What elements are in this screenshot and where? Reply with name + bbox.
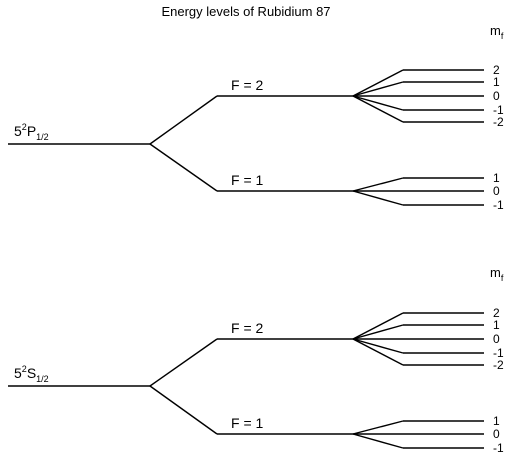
- mf-column-header: mf: [490, 23, 504, 41]
- mf-header-subscript: f: [501, 31, 504, 41]
- mf-value-label: -1: [493, 198, 504, 212]
- zeeman-sublevel: -1: [352, 433, 504, 455]
- zeeman-connector: [352, 433, 404, 449]
- zeeman-connector: [352, 312, 404, 340]
- mf-value-label: 1: [493, 75, 500, 89]
- mf-value-label: -1: [493, 103, 504, 117]
- hyperfine-level: F = 2 210-1-2: [149, 306, 504, 387]
- zeeman-sublevel: 0: [353, 184, 500, 198]
- mf-value-label: -1: [493, 441, 504, 455]
- mf-value-label: -2: [493, 358, 504, 372]
- zeeman-connector: [352, 190, 404, 206]
- mf-value-label: -2: [493, 115, 504, 129]
- zeeman-connector: [352, 420, 404, 435]
- mf-value-label: 1: [493, 414, 500, 428]
- zeeman-sublevel: 0: [353, 427, 500, 441]
- hyperfine-label: F = 1: [231, 172, 264, 188]
- zeeman-sublevel: -2: [352, 338, 504, 372]
- mf-value-label: 2: [493, 306, 500, 320]
- mf-value-label: 2: [493, 63, 500, 77]
- mf-value-label: 0: [493, 89, 500, 103]
- zeeman-sublevel: -1: [352, 190, 504, 212]
- term-multiplicity: 2: [22, 122, 27, 132]
- hyperfine-level: F = 1 10-1: [149, 143, 504, 212]
- zeeman-sublevel: -2: [352, 95, 504, 129]
- mf-column-header: mf: [490, 265, 504, 283]
- zeeman-sublevel: -1: [352, 338, 504, 360]
- zeeman-sublevel: 0: [353, 332, 500, 346]
- zeeman-sublevel: 1: [352, 171, 500, 192]
- term-letter: S: [27, 365, 36, 381]
- hyperfine-connector: [149, 95, 218, 145]
- mf-header-symbol: m: [490, 265, 501, 280]
- term-j-subscript: 1/2: [36, 374, 49, 384]
- diagram-title: Energy levels of Rubidium 87: [161, 4, 330, 19]
- mf-value-label: 0: [493, 184, 500, 198]
- hyperfine-level: F = 1 10-1: [149, 385, 504, 455]
- mf-header-subscript: f: [501, 273, 504, 283]
- zeeman-connector: [352, 69, 404, 97]
- zeeman-connector: [352, 95, 404, 123]
- mf-value-label: 0: [493, 427, 500, 441]
- mf-header-symbol: m: [490, 23, 501, 38]
- zeeman-connector: [352, 338, 404, 366]
- term-j-subscript: 1/2: [36, 132, 49, 142]
- term-symbol-label: 52S1/2: [14, 364, 49, 384]
- term-principal: 5: [14, 123, 22, 139]
- zeeman-connector: [352, 177, 404, 192]
- zeeman-sublevel: 1: [352, 414, 500, 435]
- zeeman-sublevel: 0: [353, 89, 500, 103]
- zeeman-sublevel: 2: [352, 306, 500, 340]
- hyperfine-level: F = 2 210-1-2: [149, 63, 504, 145]
- zeeman-sublevel: -1: [352, 95, 504, 117]
- mf-value-label: 1: [493, 171, 500, 185]
- zeeman-sublevel: 1: [352, 318, 500, 340]
- hyperfine-label: F = 2: [231, 320, 264, 336]
- zeeman-sublevel: 1: [352, 75, 500, 97]
- zeeman-connector: [352, 95, 404, 111]
- mf-value-label: 0: [493, 332, 500, 346]
- hyperfine-label: F = 1: [231, 415, 264, 431]
- hyperfine-connector: [149, 143, 218, 192]
- zeeman-connector: [352, 338, 404, 354]
- mf-value-label: 1: [493, 318, 500, 332]
- hyperfine-label: F = 2: [231, 77, 264, 93]
- mf-value-label: -1: [493, 346, 504, 360]
- term-letter: P: [27, 123, 36, 139]
- hyperfine-connector: [149, 385, 218, 435]
- zeeman-sublevel: 2: [352, 63, 500, 97]
- hyperfine-connector: [149, 338, 218, 387]
- zeeman-connector: [352, 81, 404, 97]
- zeeman-connector: [352, 324, 404, 340]
- term-symbol-label: 52P1/2: [14, 122, 49, 142]
- term-principal: 5: [14, 365, 22, 381]
- term-multiplicity: 2: [22, 364, 27, 374]
